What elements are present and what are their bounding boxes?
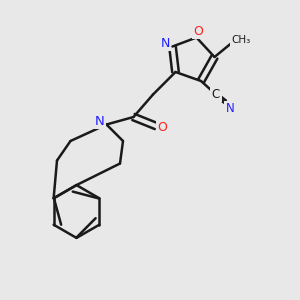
Text: O: O <box>158 121 167 134</box>
Text: C: C <box>212 88 220 101</box>
Text: N: N <box>160 37 170 50</box>
Text: N: N <box>95 115 105 128</box>
Text: CH₃: CH₃ <box>231 34 250 45</box>
Text: N: N <box>225 102 234 116</box>
Text: O: O <box>193 25 203 38</box>
